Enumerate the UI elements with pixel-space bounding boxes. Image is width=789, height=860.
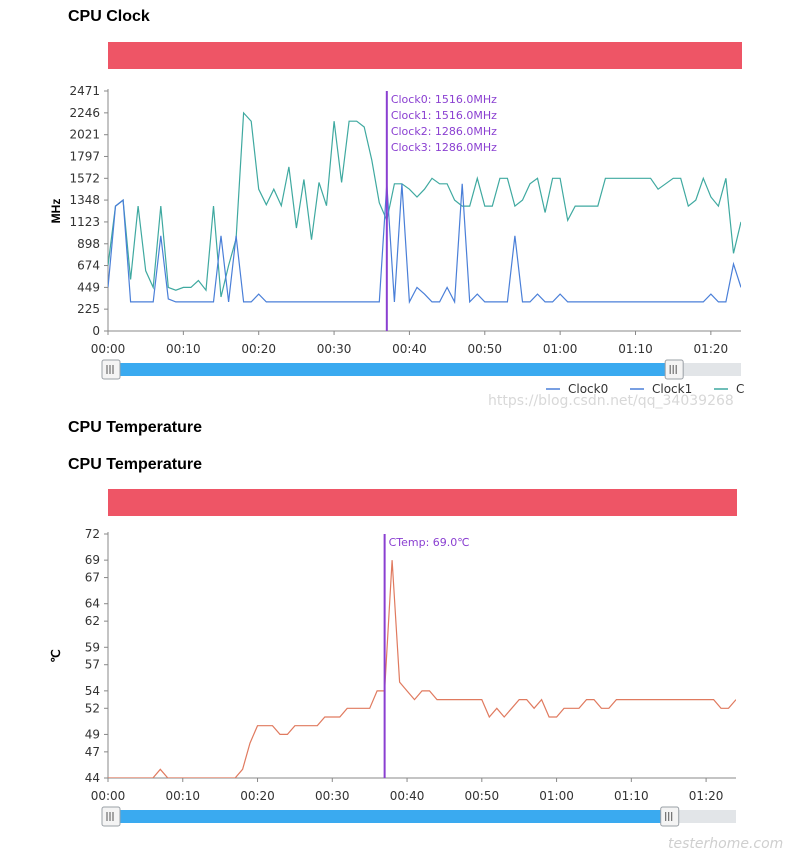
x-tick-label: 00:30 [315,789,350,803]
y-tick-label: 2471 [69,84,100,98]
y-tick-label: 54 [85,684,100,698]
x-tick-label: 00:50 [467,342,502,356]
x-tick-label: 00:50 [465,789,500,803]
next-panel-title-fragment: CPU Temperature [68,419,202,436]
series-line-clock1 [108,183,741,305]
svg-text:Clock1: Clock1 [652,382,692,396]
x-tick-label: 01:00 [539,789,574,803]
cpu-temp-chart[interactable]: 44 47 49 52 54 57 59 62 64 67 69 72 00:00 00:10 00:20 0… [0,440,789,860]
zoom-slider-range[interactable] [108,810,669,823]
zoom-slider-left-handle[interactable] [101,806,121,827]
x-tick-label: 00:10 [165,789,200,803]
x-tick-label: 01:20 [694,342,729,356]
y-tick-label: 44 [85,771,100,785]
zoom-slider-left-handle[interactable] [101,359,121,380]
y-tick-label: 0 [92,324,100,338]
y-tick-label: 69 [85,553,100,567]
x-tick-label: 00:00 [91,789,126,803]
svg-text:C: C [736,382,744,396]
cursor-tooltip-text: Clock0: 1516.0MHz [391,93,497,106]
y-tick-label: 1348 [69,193,100,207]
y-tick-label: 62 [85,614,100,628]
svg-text:Clock0: Clock0 [568,382,608,396]
series-line-ctemp [108,560,736,778]
y-tick-label: 1797 [69,149,100,163]
y-tick-label: 67 [85,571,100,585]
x-tick-label: 00:40 [392,342,427,356]
legend-item-clock1[interactable]: Clock1 [630,382,692,396]
y-tick-label: 52 [85,701,100,715]
cpu-temp-accent-bar [108,489,737,516]
legend-item-c[interactable]: C [714,382,744,396]
cpu-temp-panel: CPU Temperature 44 47 49 52 54 57 59 62 64 67 69 72… [0,440,789,860]
y-tick-label: 72 [85,527,100,541]
cpu-clock-panel: CPU Clock 0 225 449 674 898 1123 1348 1572 1797 2… [0,0,789,436]
x-tick-label: 00:30 [317,342,352,356]
x-tick-label: 00:00 [91,342,126,356]
y-tick-label: 2246 [69,106,100,120]
y-tick-label: 57 [85,658,100,672]
x-tick-label: 01:10 [618,342,653,356]
zoom-slider-right-handle[interactable] [660,806,680,827]
zoom-slider-right-handle[interactable] [664,359,684,380]
y-tick-label: 47 [85,745,100,759]
zoom-slider-range[interactable] [108,363,674,376]
cpu-clock-chart[interactable]: 0 225 449 674 898 1123 1348 1572 1797 2021 2246 247… [0,0,789,436]
x-tick-label: 00:40 [390,789,425,803]
y-tick-label: 59 [85,640,100,654]
testerhome-watermark: testerhome.com [668,836,784,852]
x-tick-label: 00:20 [241,342,276,356]
x-tick-label: 01:20 [689,789,724,803]
cpu-temp-title: CPU Temperature [68,456,202,473]
x-tick-label: 01:10 [614,789,649,803]
y-tick-label: 1123 [69,215,100,229]
cursor-tooltip-text: Clock2: 1286.0MHz [391,125,497,138]
cursor-tooltip-text: Clock1: 1516.0MHz [391,109,497,122]
y-tick-label: 49 [85,727,100,741]
csdn-watermark: https://blog.csdn.net/qq_34039268 [488,393,734,409]
y-axis-label: MHz [49,199,63,224]
y-tick-label: 225 [77,302,100,316]
y-tick-label: 2021 [69,128,100,142]
y-tick-label: 449 [77,280,100,294]
legend-item-clock0[interactable]: Clock0 [546,382,608,396]
x-tick-label: 00:10 [166,342,201,356]
series-line-clock0 [108,111,741,298]
y-tick-label: 674 [77,259,100,273]
y-tick-label: 1572 [69,171,100,185]
y-tick-label: 898 [77,237,100,251]
y-tick-label: 64 [85,597,100,611]
cpu-clock-title: CPU Clock [68,8,150,25]
x-tick-label: 00:20 [240,789,275,803]
y-axis-label: ℃ [49,649,63,662]
cpu-clock-accent-bar [108,42,742,69]
cursor-tooltip-text: CTemp: 69.0℃ [389,536,470,549]
x-tick-label: 01:00 [543,342,578,356]
cursor-tooltip-text: Clock3: 1286.0MHz [391,141,497,154]
